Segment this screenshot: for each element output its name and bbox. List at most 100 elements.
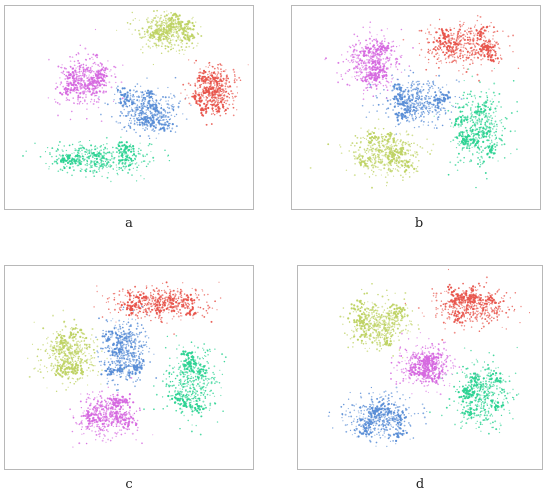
data-point xyxy=(377,73,380,77)
data-point xyxy=(221,103,224,106)
data-point xyxy=(340,74,342,76)
data-point xyxy=(136,83,139,85)
data-point xyxy=(204,108,207,111)
data-point xyxy=(468,36,471,39)
data-point xyxy=(433,36,436,39)
data-point xyxy=(337,81,340,84)
data-point xyxy=(404,143,407,146)
data-point xyxy=(157,87,159,89)
data-point xyxy=(181,43,184,45)
data-point xyxy=(196,78,199,80)
data-point xyxy=(385,56,388,59)
data-point xyxy=(354,71,356,73)
data-point xyxy=(430,95,432,97)
data-point xyxy=(213,113,216,116)
data-point xyxy=(169,111,171,114)
data-point xyxy=(65,74,68,77)
data-point xyxy=(103,148,105,151)
data-point xyxy=(49,153,51,156)
data-point xyxy=(156,115,158,117)
data-point xyxy=(121,97,124,100)
data-point xyxy=(371,81,374,83)
data-point xyxy=(91,56,93,59)
data-point xyxy=(478,53,481,56)
data-point xyxy=(114,76,117,78)
data-point xyxy=(47,97,50,99)
data-point xyxy=(397,161,400,164)
data-point xyxy=(426,37,429,40)
data-point xyxy=(102,166,105,168)
data-point xyxy=(77,66,79,68)
data-point xyxy=(381,41,383,43)
data-point xyxy=(234,75,236,77)
data-point xyxy=(420,92,422,94)
data-point xyxy=(418,90,421,93)
data-point xyxy=(364,45,367,48)
data-point xyxy=(98,167,101,169)
data-point xyxy=(69,162,72,166)
data-point xyxy=(94,73,97,76)
data-point xyxy=(184,23,187,26)
data-point xyxy=(221,92,223,95)
data-point xyxy=(217,93,219,95)
data-point xyxy=(496,41,498,44)
data-point xyxy=(380,58,382,61)
data-point xyxy=(99,73,103,76)
data-point xyxy=(389,103,392,106)
data-point xyxy=(149,36,152,39)
data-point xyxy=(401,143,403,146)
data-point xyxy=(399,122,402,124)
data-point xyxy=(122,169,124,172)
data-point xyxy=(384,135,386,137)
data-point xyxy=(73,152,75,154)
data-point xyxy=(101,87,104,89)
data-point xyxy=(83,83,87,86)
data-point xyxy=(169,23,172,27)
data-point xyxy=(172,103,174,106)
data-point xyxy=(131,103,134,106)
data-point xyxy=(156,9,158,12)
data-point xyxy=(400,149,403,152)
data-point xyxy=(479,105,481,108)
data-point xyxy=(377,71,381,74)
data-point xyxy=(160,20,163,23)
data-point xyxy=(369,146,372,148)
data-point xyxy=(374,165,376,167)
data-point xyxy=(161,42,164,45)
data-point xyxy=(458,70,460,72)
data-point xyxy=(494,50,497,53)
data-point xyxy=(438,67,440,69)
data-point xyxy=(67,82,70,86)
data-point xyxy=(414,115,417,118)
data-point xyxy=(379,58,381,60)
data-point xyxy=(78,62,81,64)
data-point xyxy=(34,142,36,145)
data-point xyxy=(182,33,184,36)
data-point xyxy=(358,54,361,56)
data-point xyxy=(103,156,105,158)
data-point xyxy=(474,45,477,48)
data-point xyxy=(470,133,472,136)
data-point xyxy=(200,93,203,96)
data-point xyxy=(372,44,375,47)
data-point xyxy=(79,92,82,95)
data-point xyxy=(219,73,222,75)
data-point xyxy=(419,146,422,148)
data-point xyxy=(351,76,353,78)
data-point xyxy=(144,100,146,102)
data-point xyxy=(80,76,82,78)
data-point xyxy=(137,152,140,155)
data-point xyxy=(357,56,359,58)
data-point xyxy=(100,160,103,162)
data-point xyxy=(452,34,454,37)
data-point xyxy=(66,98,69,101)
data-point xyxy=(148,21,150,23)
data-point xyxy=(433,115,435,117)
data-point xyxy=(88,78,91,81)
data-point xyxy=(236,79,238,81)
data-point xyxy=(159,99,161,102)
data-point xyxy=(180,45,183,48)
data-point xyxy=(383,70,386,73)
data-point xyxy=(346,70,349,72)
data-point xyxy=(404,99,406,102)
